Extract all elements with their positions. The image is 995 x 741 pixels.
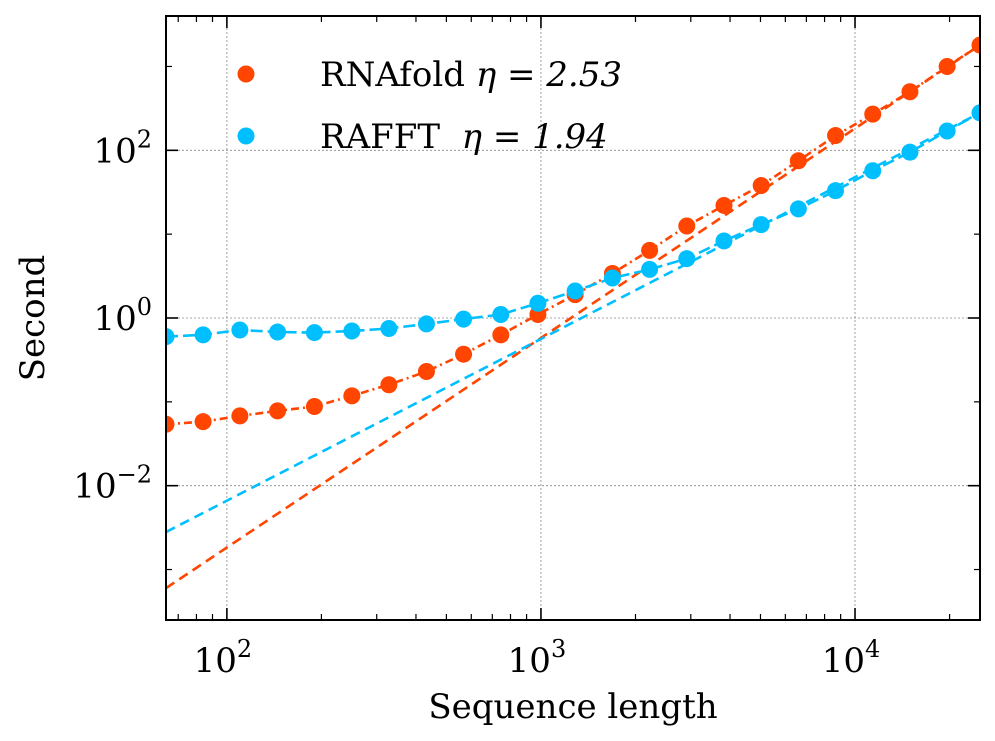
rafft-point <box>971 104 980 122</box>
y-tick-label: 10−2 <box>73 461 152 507</box>
legend-marker-rnafold <box>237 65 255 83</box>
rafft-point <box>566 282 584 300</box>
rafft-point <box>343 322 361 340</box>
legend-marker-rafft <box>237 127 255 145</box>
rnafold-point <box>641 241 659 259</box>
rnafold-point <box>752 177 770 195</box>
rafft-point <box>166 328 175 346</box>
rnafold-point <box>678 217 696 235</box>
rafft-point <box>752 216 770 234</box>
y-tick-label: 102 <box>93 125 152 171</box>
legend-label-rafft: RAFFT η = 1.94 <box>320 117 608 157</box>
legend: RNAfold η = 2.53 RAFFT η = 1.94 <box>237 55 622 157</box>
rnafold-point <box>864 105 882 123</box>
rafft-point <box>641 260 659 278</box>
x-tick-label: 104 <box>822 635 881 681</box>
tick-label-layer: 102 103 104 10−2 100 102 <box>73 125 880 681</box>
rafft-fit-line <box>166 111 980 534</box>
rafft-point <box>194 326 212 344</box>
series-layer <box>166 36 980 590</box>
rafft-point <box>380 319 398 337</box>
rafft-point <box>492 306 510 324</box>
rafft-point <box>901 143 919 161</box>
rnafold-point <box>938 57 956 75</box>
rnafold-point <box>455 345 473 363</box>
x-axis-label: Sequence length <box>428 687 717 727</box>
series-rafft <box>166 104 980 534</box>
rnafold-point <box>194 413 212 431</box>
y-axis-label: Second <box>13 255 53 382</box>
rnafold-data-line <box>166 44 980 426</box>
rafft-point <box>678 250 696 268</box>
legend-label-rnafold: RNAfold η = 2.53 <box>320 55 622 95</box>
rnafold-point <box>789 152 807 170</box>
rnafold-point <box>305 397 323 415</box>
rafft-point <box>455 310 473 328</box>
rnafold-point <box>343 387 361 405</box>
rnafold-point <box>166 415 175 433</box>
series-clip-group <box>166 36 980 590</box>
x-tick-label: 102 <box>194 635 253 681</box>
rafft-point <box>529 294 547 312</box>
plot-frame <box>165 15 981 621</box>
rafft-point <box>417 315 435 333</box>
rnafold-point <box>715 196 733 214</box>
rafft-point <box>864 162 882 180</box>
rnafold-point <box>901 83 919 101</box>
rafft-point <box>938 122 956 140</box>
rafft-point <box>789 200 807 218</box>
rnafold-point <box>492 326 510 344</box>
rnafold-point <box>417 363 435 381</box>
rnafold-point <box>380 376 398 394</box>
rnafold-point <box>971 36 980 54</box>
y-tick-label: 100 <box>93 293 152 339</box>
rnafold-point <box>269 402 287 420</box>
rafft-point <box>305 324 323 342</box>
rafft-point <box>603 269 621 287</box>
rafft-point <box>231 321 249 339</box>
rnafold-point <box>231 407 249 425</box>
rafft-point <box>715 232 733 250</box>
rafft-point <box>827 182 845 200</box>
x-tick-label: 103 <box>508 635 567 681</box>
rnafold-point <box>827 127 845 145</box>
rnafold-fit-line <box>166 43 980 590</box>
rafft-point <box>269 323 287 341</box>
